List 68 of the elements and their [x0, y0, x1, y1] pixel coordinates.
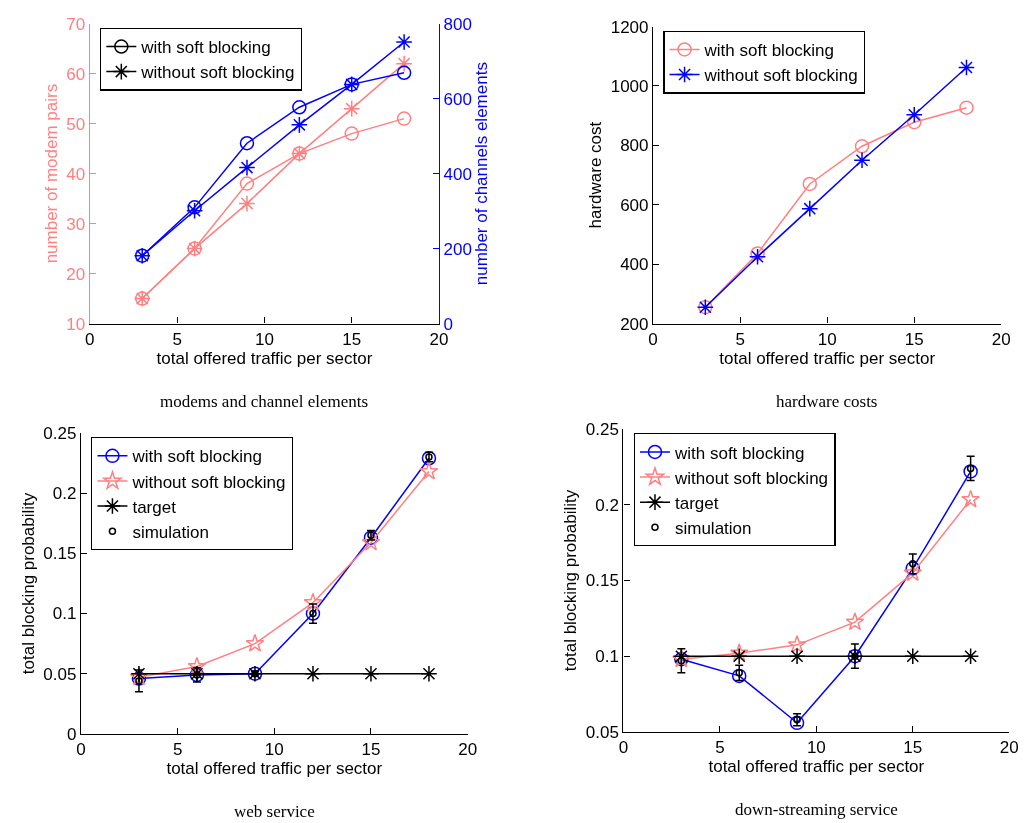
y-tick-label: 0.2 [52, 484, 77, 504]
x-tick-label: 15 [903, 738, 923, 758]
y2-tick-label: 600 [443, 89, 472, 109]
y-tick-label: 0.15 [585, 571, 619, 591]
y-tick-label: 10 [66, 314, 86, 334]
legend-label: with soft blocking [673, 443, 805, 463]
x-tick-label: 15 [342, 330, 362, 350]
text: down-streaming service [735, 800, 898, 819]
legend-label: simulation [132, 522, 209, 542]
legend-label: without soft blocking [131, 472, 286, 492]
y-tick-label: 800 [620, 136, 649, 156]
legend-label: simulation [674, 518, 752, 538]
x-tick-label: 5 [172, 740, 183, 760]
y-tick-label: 0.05 [585, 722, 619, 742]
text: modems and channel elements [160, 392, 369, 411]
x-tick-label: 10 [817, 330, 837, 350]
legend-label: with soft blocking [131, 447, 262, 467]
x-axis-title: total offered traffic per sector [156, 349, 373, 369]
text: web service [234, 802, 315, 821]
y2-axis-title: number of channels elements [472, 62, 492, 286]
x-tick-label: 5 [735, 330, 745, 350]
x-axis-title: total offered traffic per sector [708, 757, 925, 777]
y-tick-label: 0.05 [43, 664, 77, 684]
y-axis-title: number of modem pairs [41, 83, 61, 264]
legend-label: with soft blocking [140, 38, 271, 58]
x-tick-label: 10 [254, 330, 274, 350]
x-tick-label: 15 [904, 330, 924, 350]
y-tick-label: 0.15 [43, 544, 77, 564]
legend-label: target [674, 493, 719, 513]
legend-label: without soft blocking [140, 63, 295, 83]
y-tick-label: 0.2 [595, 495, 619, 515]
y-axis-title: total blocking probability [18, 492, 38, 675]
x-axis-title: total offered traffic per sector [166, 759, 383, 779]
y2-tick-label: 400 [443, 164, 472, 184]
y-tick-label: 0.25 [585, 420, 619, 440]
x-axis-title: total offered traffic per sector [719, 349, 936, 369]
y-tick-label: 0.25 [43, 423, 77, 443]
y-tick-label: 70 [66, 14, 86, 34]
y-tick-label: 0.1 [595, 647, 619, 667]
text: hardware costs [776, 392, 878, 411]
y-tick-label: 0 [66, 724, 77, 744]
x-tick-label: 20 [458, 740, 478, 760]
y2-tick-label: 800 [443, 14, 472, 34]
y-tick-label: 30 [66, 214, 86, 234]
y-axis-title: total blocking probability [561, 489, 581, 672]
y-tick-label: 60 [66, 64, 86, 84]
legend-label: without soft blocking [703, 66, 858, 86]
y-tick-label: 50 [66, 114, 86, 134]
x-tick-label: 5 [715, 738, 725, 758]
x-tick-label: 20 [999, 738, 1019, 758]
x-tick-label: 10 [806, 738, 826, 758]
y-tick-label: 200 [620, 314, 649, 334]
legend-label: with soft blocking [703, 41, 835, 61]
y-tick-label: 1200 [610, 17, 649, 37]
y-tick-label: 20 [66, 264, 86, 284]
y-tick-label: 600 [620, 195, 649, 215]
y-tick-label: 400 [620, 255, 649, 275]
y-tick-label: 40 [66, 164, 86, 184]
legend-label: without soft blocking [673, 468, 829, 488]
y2-tick-label: 200 [443, 239, 472, 259]
y-tick-label: 0.1 [52, 604, 77, 624]
x-tick-label: 15 [361, 740, 381, 760]
legend-label: target [132, 497, 177, 517]
x-tick-label: 20 [991, 330, 1011, 350]
x-tick-label: 5 [172, 330, 182, 350]
y-axis-title: hardware cost [586, 121, 606, 229]
y-tick-label: 1000 [610, 76, 649, 96]
x-tick-label: 10 [264, 740, 284, 760]
